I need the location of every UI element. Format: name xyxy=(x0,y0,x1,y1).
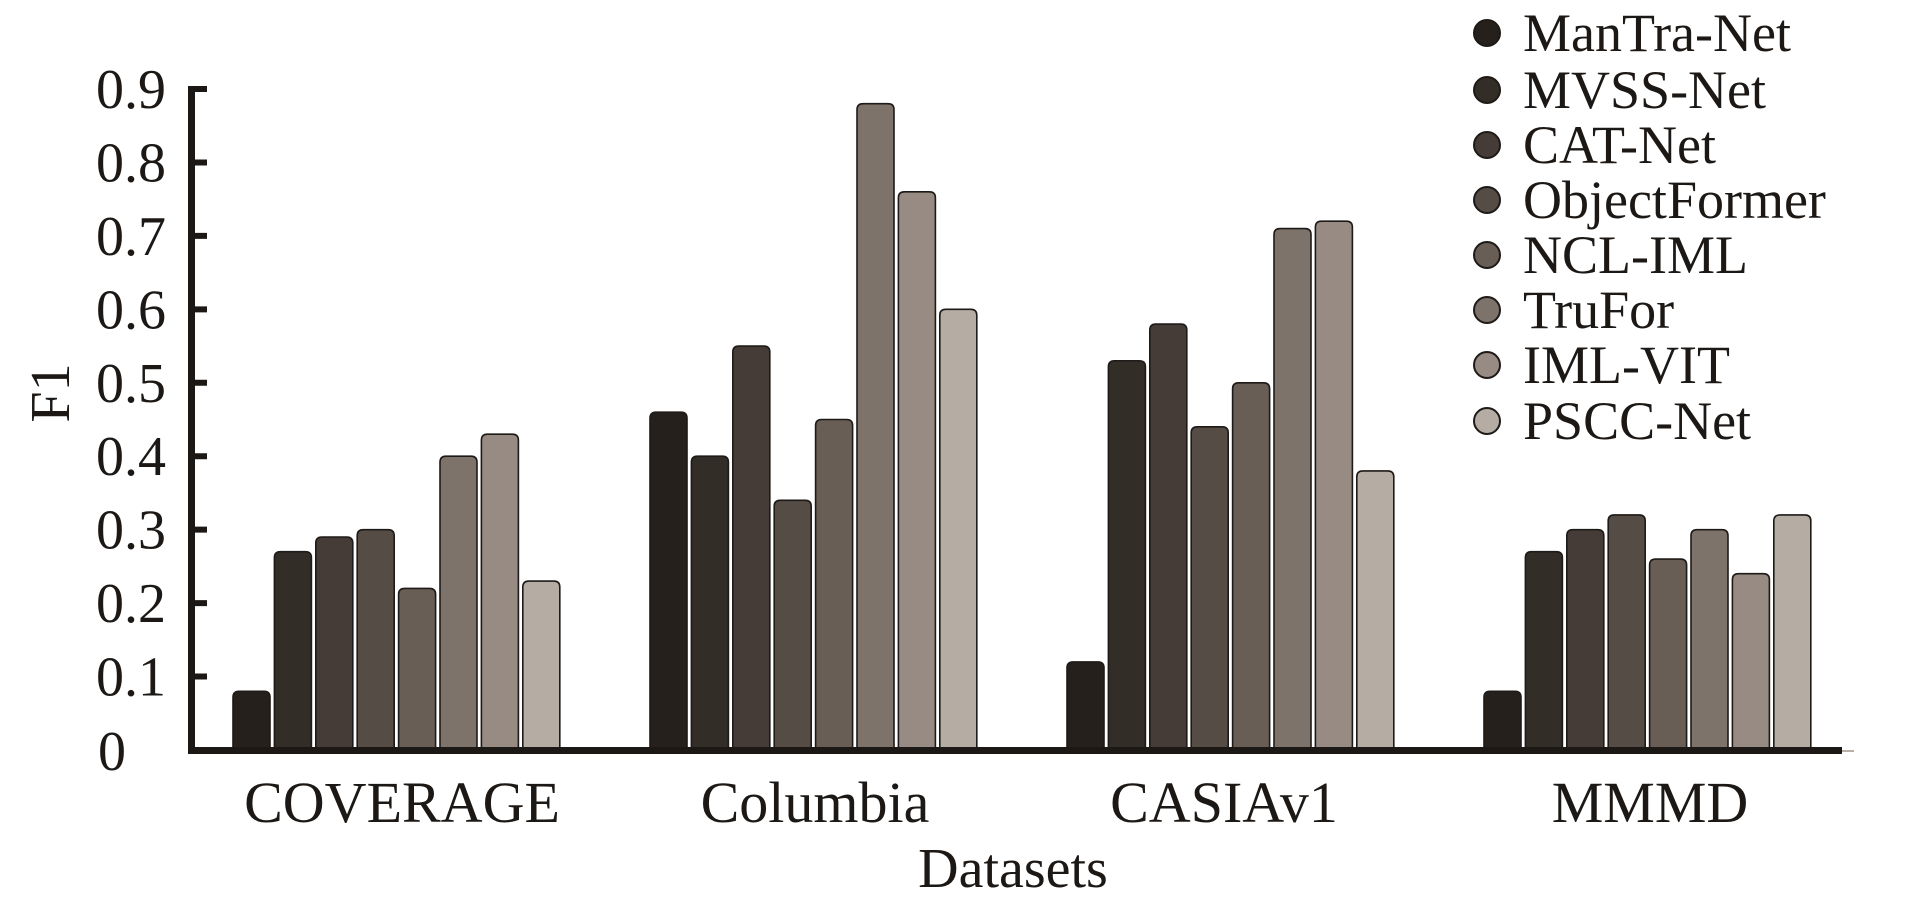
legend-swatch-icon xyxy=(1473,76,1501,104)
y-tick-label: 0.2 xyxy=(96,573,166,635)
bar-mantra-net-coverage xyxy=(232,690,271,751)
bar-iml-vit-columbia xyxy=(897,191,937,751)
bar-pscc-net-columbia xyxy=(939,308,978,751)
y-tick-label: 0.5 xyxy=(96,353,166,415)
bar-trufor-columbia xyxy=(856,102,895,751)
bar-group-coverage xyxy=(232,433,561,751)
legend-swatch-icon xyxy=(1473,351,1501,379)
bar-objectformer-mmmd xyxy=(1607,514,1646,751)
legend-item-pscc-net: PSCC-Net xyxy=(1473,391,1751,451)
bar-iml-vit-coverage xyxy=(480,433,520,751)
bar-cat-net-mmmd xyxy=(1566,528,1605,751)
bar-pscc-net-coverage xyxy=(522,580,561,751)
legend-item-mvss-net: MVSS-Net xyxy=(1473,60,1766,120)
bar-group-casiav1 xyxy=(1066,220,1395,751)
axes-layer xyxy=(188,86,1854,754)
legend-item-objectformer: ObjectFormer xyxy=(1473,170,1826,230)
x-tick-label-casiav1: CASIAv1 xyxy=(1110,770,1338,835)
bar-mvss-net-casiav1 xyxy=(1107,359,1147,751)
y-tick-label: 0.4 xyxy=(96,426,166,488)
legend-label: NCL-IML xyxy=(1523,225,1748,285)
bar-objectformer-coverage xyxy=(356,528,395,751)
x-axis-title: Datasets xyxy=(918,838,1108,898)
bar-cat-net-columbia xyxy=(732,345,771,751)
x-tick-label-mmmd: MMMD xyxy=(1552,770,1749,835)
y-tick-label: 0.7 xyxy=(96,206,166,268)
bar-mvss-net-mmmd xyxy=(1524,550,1564,751)
bar-ncl-iml-casiav1 xyxy=(1231,381,1271,751)
legend-label: PSCC-Net xyxy=(1523,391,1751,451)
legend-label: ObjectFormer xyxy=(1523,170,1826,230)
y-tick-label: 0.9 xyxy=(96,59,166,121)
bar-mantra-net-mmmd xyxy=(1483,690,1522,751)
legend-item-ncl-iml: NCL-IML xyxy=(1473,225,1748,285)
legend-label: ManTra-Net xyxy=(1523,3,1791,63)
legend-item-cat-net: CAT-Net xyxy=(1473,115,1716,175)
bar-group-columbia xyxy=(649,102,978,751)
x-tick-label-columbia: Columbia xyxy=(701,770,930,835)
bar-trufor-casiav1 xyxy=(1273,227,1312,751)
legend-item-trufor: TruFor xyxy=(1473,280,1674,340)
bar-mantra-net-columbia xyxy=(649,411,688,751)
legend-swatch-icon xyxy=(1473,241,1501,269)
bar-group-mmmd xyxy=(1483,514,1812,751)
legend-item-iml-vit: IML-VIT xyxy=(1473,335,1730,395)
bar-ncl-iml-mmmd xyxy=(1648,558,1688,751)
legend-swatch-icon xyxy=(1473,19,1501,47)
legend-label: MVSS-Net xyxy=(1523,60,1766,120)
legend-label: IML-VIT xyxy=(1523,335,1730,395)
bar-cat-net-casiav1 xyxy=(1149,323,1188,751)
y-tick-label: 0.8 xyxy=(96,132,166,194)
bar-mantra-net-casiav1 xyxy=(1066,661,1105,751)
bar-pscc-net-casiav1 xyxy=(1356,470,1395,751)
bar-mvss-net-columbia xyxy=(690,455,730,751)
y-tick-label: 0.1 xyxy=(96,647,166,709)
y-tick-label: 0.3 xyxy=(96,500,166,562)
bar-trufor-coverage xyxy=(439,455,478,751)
legend-swatch-icon xyxy=(1473,186,1501,214)
bar-trufor-mmmd xyxy=(1690,528,1729,751)
bar-objectformer-columbia xyxy=(773,499,812,751)
bars-layer xyxy=(232,102,1812,751)
legend-swatch-icon xyxy=(1473,296,1501,324)
bar-iml-vit-mmmd xyxy=(1731,572,1771,751)
bar-objectformer-casiav1 xyxy=(1190,426,1229,751)
y-tick-label: 0.6 xyxy=(96,279,166,341)
legend: ManTra-NetMVSS-NetCAT-NetObjectFormerNCL… xyxy=(1473,3,1826,451)
y-tick-label: 0 xyxy=(98,721,126,783)
x-tick-label-coverage: COVERAGE xyxy=(244,770,560,835)
legend-label: CAT-Net xyxy=(1523,115,1716,175)
legend-swatch-icon xyxy=(1473,407,1501,435)
y-ticks-layer: 0 0.1 0.2 0.3 0.4 0.5 0.6 0.7 0.8 0.9 xyxy=(96,59,207,783)
bar-pscc-net-mmmd xyxy=(1773,514,1812,751)
bar-cat-net-coverage xyxy=(315,536,354,751)
legend-item-mantra-net: ManTra-Net xyxy=(1473,3,1791,63)
x-tick-labels-layer: COVERAGE Columbia CASIAv1 MMMD xyxy=(244,770,1748,835)
bar-ncl-iml-coverage xyxy=(397,587,437,751)
legend-label: TruFor xyxy=(1523,280,1674,340)
bar-ncl-iml-columbia xyxy=(814,418,854,751)
y-axis-title: F1 xyxy=(20,363,82,422)
legend-swatch-icon xyxy=(1473,131,1501,159)
bar-mvss-net-coverage xyxy=(273,550,313,751)
bar-iml-vit-casiav1 xyxy=(1314,220,1354,751)
